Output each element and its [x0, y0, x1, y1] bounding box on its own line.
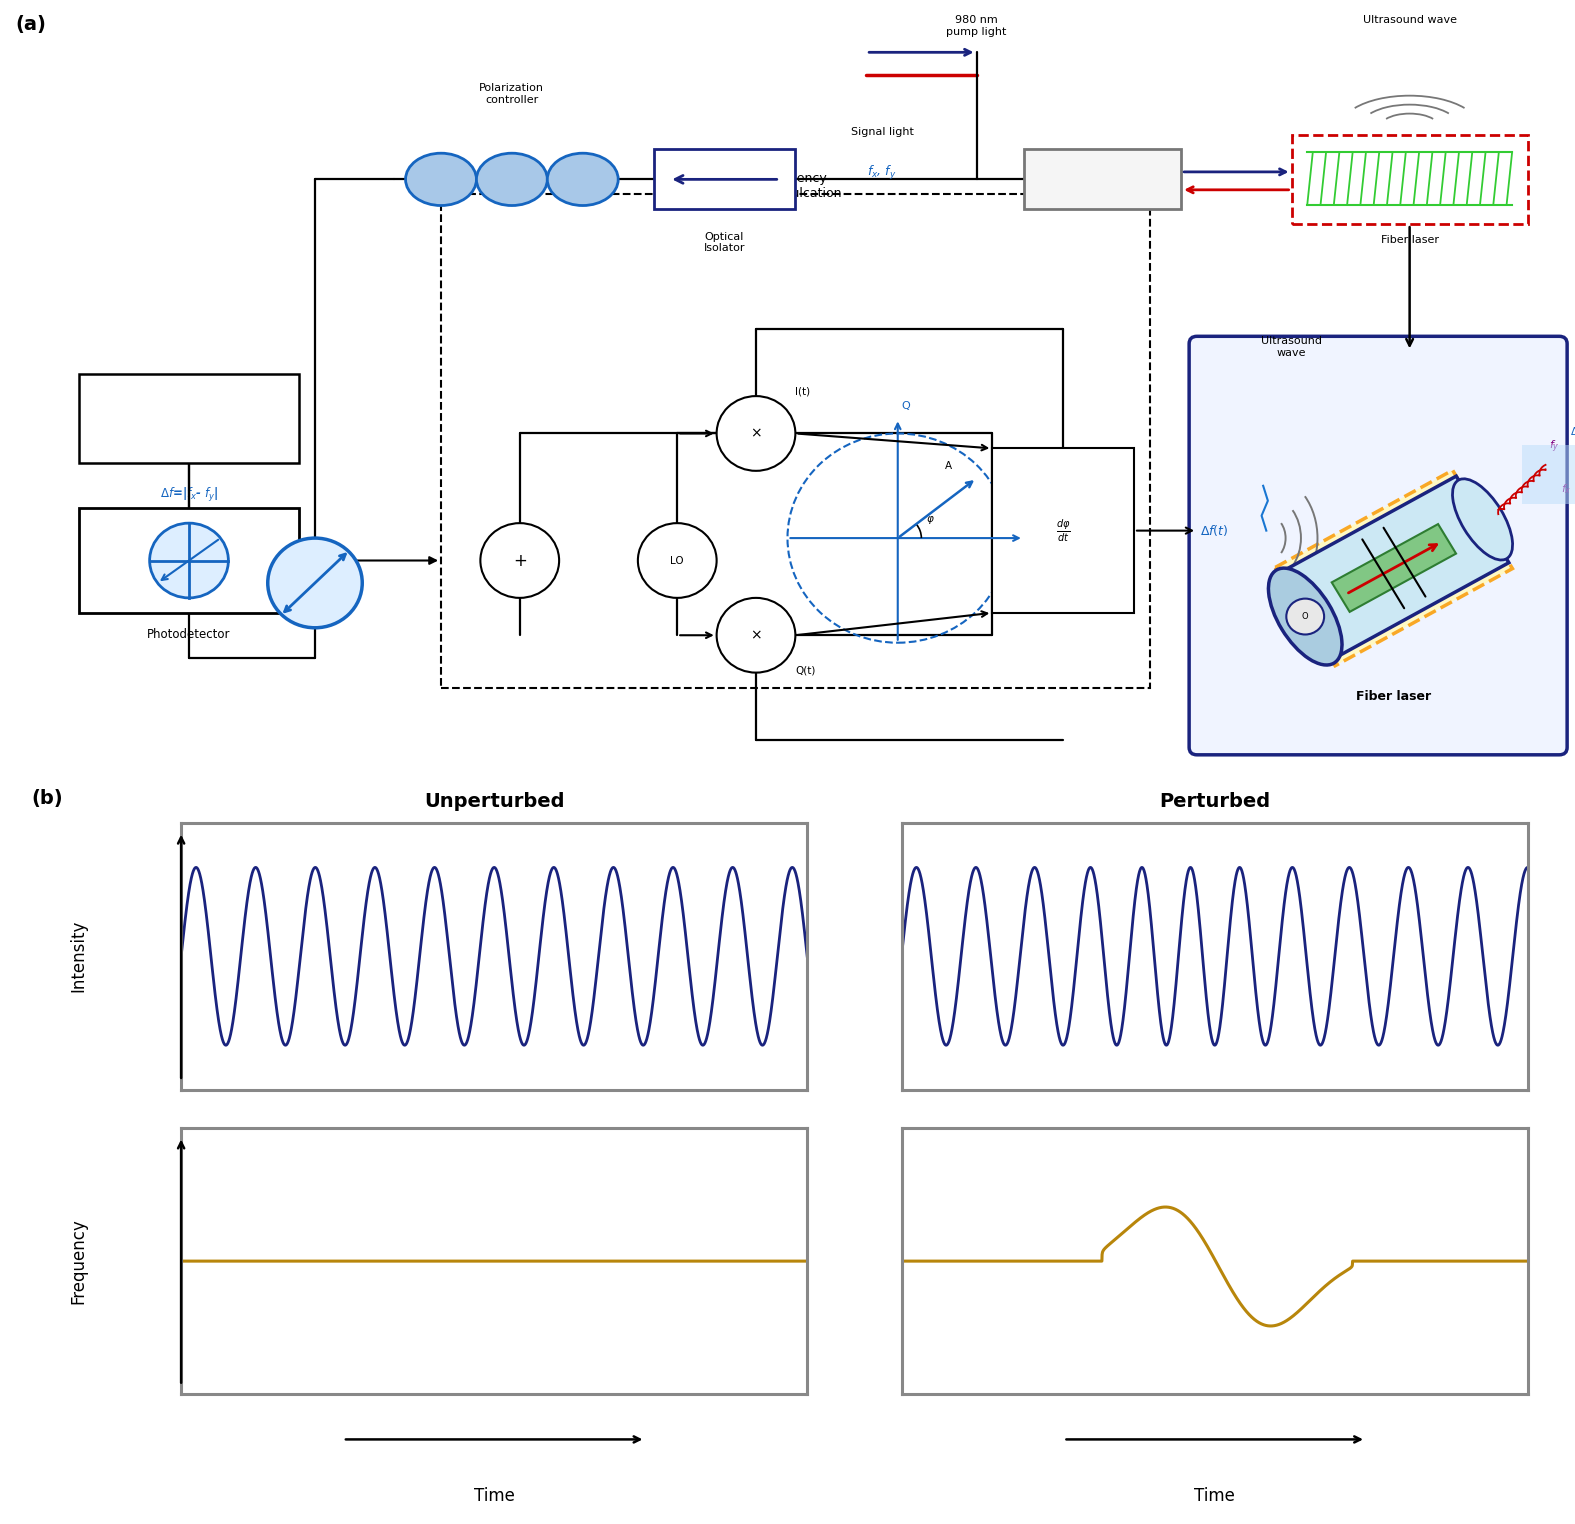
FancyBboxPatch shape [1521, 445, 1575, 504]
Text: Time: Time [474, 1487, 515, 1506]
Ellipse shape [1268, 568, 1342, 664]
Text: Q(t): Q(t) [795, 664, 816, 675]
Text: $\times$: $\times$ [750, 427, 762, 440]
Text: (a): (a) [16, 15, 47, 34]
Text: WDM: WDM [1084, 172, 1121, 186]
FancyBboxPatch shape [79, 507, 299, 613]
Text: Fiber laser: Fiber laser [1381, 235, 1438, 245]
Text: I: I [1032, 526, 1035, 535]
Text: $f_y$: $f_y$ [1548, 439, 1559, 456]
Text: (b): (b) [32, 789, 63, 808]
Text: $\frac{d\varphi}{dt}$: $\frac{d\varphi}{dt}$ [1055, 517, 1071, 544]
Text: Polarization
controller: Polarization controller [479, 82, 545, 105]
Text: LO: LO [671, 556, 684, 565]
Circle shape [717, 396, 795, 471]
Text: Photodetector: Photodetector [146, 628, 232, 640]
Text: +: + [513, 552, 526, 570]
Text: Optical fiber
amplifier: Optical fiber amplifier [154, 408, 224, 430]
Text: Fiber laser: Fiber laser [1356, 689, 1432, 703]
Text: Q: Q [901, 401, 910, 411]
Text: Perturbed: Perturbed [1159, 792, 1271, 811]
Text: A: A [945, 460, 953, 471]
Polygon shape [1332, 524, 1455, 613]
FancyBboxPatch shape [79, 373, 299, 463]
Text: Unperturbed: Unperturbed [424, 792, 564, 811]
Text: $\Delta f$: $\Delta f$ [1570, 425, 1575, 437]
Circle shape [480, 523, 559, 597]
Text: $f_x$, $f_y$: $f_x$, $f_y$ [868, 165, 896, 183]
Ellipse shape [1452, 479, 1512, 559]
Text: Time: Time [1194, 1487, 1235, 1506]
FancyBboxPatch shape [1024, 149, 1181, 209]
Text: Signal light: Signal light [850, 126, 913, 137]
FancyBboxPatch shape [992, 448, 1134, 613]
Text: Frequency: Frequency [69, 1218, 88, 1305]
Text: O: O [1303, 613, 1309, 622]
Ellipse shape [548, 154, 617, 206]
Text: Ultrasound wave: Ultrasound wave [1362, 15, 1457, 24]
Text: I(t): I(t) [795, 386, 811, 396]
Text: 980 nm
pump light: 980 nm pump light [947, 15, 1006, 37]
Text: Intensity: Intensity [69, 920, 88, 992]
Text: Optical
Isolator: Optical Isolator [704, 232, 745, 253]
FancyBboxPatch shape [654, 149, 795, 209]
Text: Polarizer: Polarizer [184, 576, 236, 590]
Circle shape [268, 538, 362, 628]
Text: $\Delta f(t)$: $\Delta f(t)$ [1200, 523, 1229, 538]
FancyBboxPatch shape [1189, 337, 1567, 754]
Circle shape [1287, 599, 1325, 634]
Text: $f_x$: $f_x$ [1561, 482, 1572, 495]
Text: Frequency
demodulcation: Frequency demodulcation [748, 172, 843, 200]
Text: $\Delta f$=|$f_x$- $f_y$|: $\Delta f$=|$f_x$- $f_y$| [159, 486, 219, 504]
Polygon shape [1276, 471, 1512, 666]
Text: $\varphi$: $\varphi$ [926, 514, 936, 526]
Text: Ultrasound
wave: Ultrasound wave [1262, 337, 1321, 358]
Circle shape [150, 523, 228, 597]
Ellipse shape [406, 154, 476, 206]
Ellipse shape [476, 154, 548, 206]
Text: $\times$: $\times$ [750, 628, 762, 642]
Circle shape [638, 523, 717, 597]
FancyBboxPatch shape [1292, 134, 1528, 224]
Circle shape [717, 597, 795, 672]
Polygon shape [1279, 475, 1509, 660]
